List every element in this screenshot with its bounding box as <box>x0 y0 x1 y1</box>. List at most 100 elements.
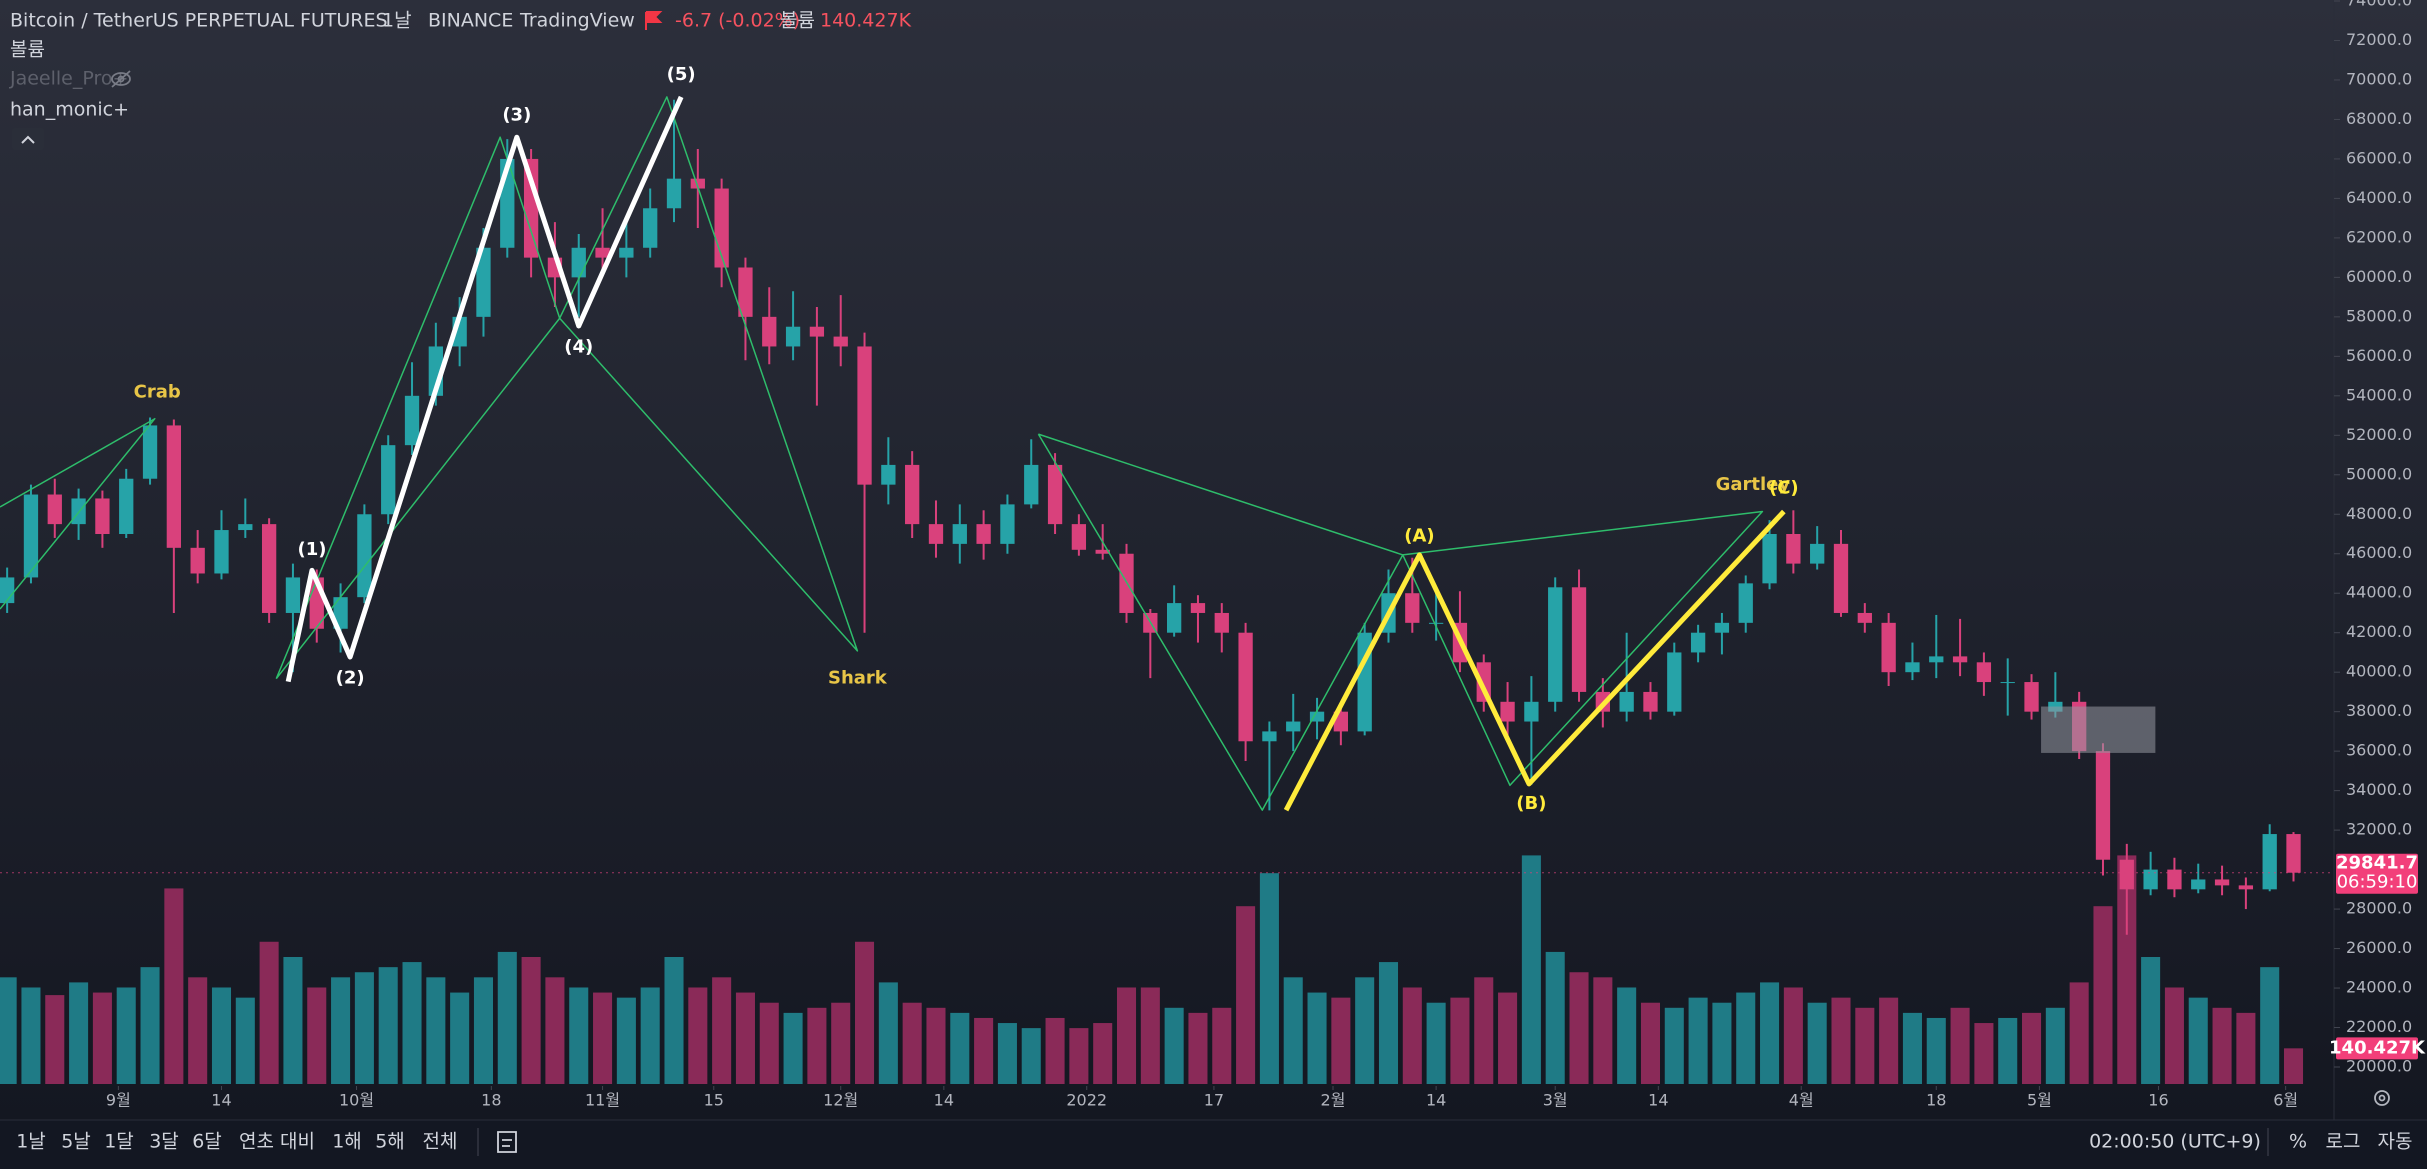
log-toggle[interactable]: 로그 <box>2326 1131 2361 1153</box>
candle-body <box>2286 834 2301 873</box>
y-tick-label: 22000.0 <box>2346 1017 2412 1036</box>
volume-bar <box>92 992 112 1084</box>
volume-bar <box>283 957 303 1084</box>
range-button[interactable]: 3달 <box>149 1131 179 1153</box>
x-tick-label: 11월 <box>585 1091 620 1110</box>
volume-bar <box>616 997 636 1084</box>
indicator-hidden[interactable]: Jaeelle_Pro+ <box>9 68 128 90</box>
range-button[interactable]: 연초 대비 <box>239 1131 315 1153</box>
candle-body <box>1857 612 1872 623</box>
indicator[interactable]: 볼륨 <box>10 39 45 61</box>
annotation: (A) <box>1404 525 1434 546</box>
range-button[interactable]: 1달 <box>104 1131 134 1153</box>
interval[interactable]: 1날 <box>382 10 412 32</box>
candle-body <box>333 597 348 629</box>
y-tick-label: 64000.0 <box>2346 188 2412 207</box>
candle-body <box>2095 751 2111 860</box>
volume-bar <box>1307 992 1327 1084</box>
y-tick-label: 62000.0 <box>2346 227 2412 246</box>
range-button[interactable]: 1해 <box>332 1131 362 1153</box>
volume-bar <box>0 977 17 1084</box>
x-tick-label: 2월 <box>1321 1091 1346 1110</box>
annotation: (B) <box>1516 793 1546 814</box>
candle-body <box>2119 859 2134 890</box>
candle-body <box>762 316 777 347</box>
candle-body <box>1047 464 1063 525</box>
volume-bar <box>950 1012 970 1084</box>
last-price-badge <box>2336 853 2418 894</box>
y-tick-label: 48000.0 <box>2346 504 2412 523</box>
candle-body <box>643 208 658 248</box>
candle-body <box>1024 464 1039 505</box>
range-button[interactable]: 5날 <box>61 1131 91 1153</box>
volume-bar <box>807 1007 827 1084</box>
eye-off-icon[interactable] <box>111 70 131 88</box>
volume-bar <box>1664 1007 1684 1084</box>
candle-body <box>905 464 920 525</box>
candle-body <box>214 530 229 574</box>
volume-bar <box>1021 1028 1041 1084</box>
volume-bar <box>1807 1002 1827 1084</box>
percent-toggle[interactable]: % <box>2289 1131 2307 1153</box>
y-tick-label: 68000.0 <box>2346 109 2412 128</box>
y-tick-label: 74000.0 <box>2346 0 2412 10</box>
volume-bar <box>735 992 755 1084</box>
x-tick-label: 5월 <box>2027 1091 2052 1110</box>
volume-bar <box>545 977 565 1084</box>
y-tick-label: 28000.0 <box>2346 899 2412 918</box>
last-price-label: 29841.7 <box>2336 853 2418 874</box>
candle-body <box>952 524 967 544</box>
indicator[interactable]: han_monic+ <box>10 99 129 121</box>
volume-bar <box>1283 977 1303 1084</box>
range-button[interactable]: 전체 <box>423 1131 458 1153</box>
candle-body <box>1167 603 1182 633</box>
pattern-line <box>1283 509 1786 812</box>
volume-bar <box>2022 1012 2042 1084</box>
collapse-button[interactable] <box>12 128 44 150</box>
volume-bar <box>1617 987 1637 1084</box>
candle-body <box>1881 622 1896 673</box>
volume-bar <box>497 951 517 1084</box>
flag-icon[interactable] <box>645 11 663 30</box>
x-tick-label: 4월 <box>1789 1091 1814 1110</box>
volume-bar <box>1069 1028 1089 1084</box>
range-button[interactable]: 6달 <box>192 1131 222 1153</box>
candle-body <box>1976 662 1992 683</box>
volume-bar <box>902 1002 922 1084</box>
candle-body <box>857 346 872 485</box>
volume-bar <box>473 977 493 1084</box>
annotation: Crab <box>134 381 181 402</box>
y-tick-label: 20000.0 <box>2346 1057 2412 1076</box>
candle-body <box>2191 879 2206 890</box>
volume-bar <box>331 977 351 1084</box>
volume-bar <box>1259 873 1279 1084</box>
candle-body <box>1190 603 1206 613</box>
volume-bar <box>1688 997 1708 1084</box>
pattern-line <box>275 96 859 680</box>
settings-icon[interactable] <box>2374 1090 2390 1106</box>
volume-bar <box>569 987 589 1084</box>
candle-body <box>404 395 420 446</box>
candle-body <box>881 464 896 485</box>
range-button[interactable]: 5해 <box>375 1131 405 1153</box>
candle-body <box>1500 701 1515 722</box>
candle-body <box>1309 711 1325 722</box>
volume-bar <box>1640 1002 1660 1084</box>
candle-body <box>619 247 634 258</box>
range-button[interactable]: 1날 <box>16 1131 46 1153</box>
x-tick-label: 16 <box>2148 1091 2168 1110</box>
volume-bar <box>926 1007 946 1084</box>
x-tick-label: 3월 <box>1543 1091 1568 1110</box>
goto-date-button[interactable] <box>497 1131 517 1153</box>
volume-bar <box>1950 1007 1970 1084</box>
candle-body <box>95 498 110 534</box>
volume-bar <box>378 967 398 1084</box>
y-tick-label: 44000.0 <box>2346 583 2412 602</box>
y-tick-label: 58000.0 <box>2346 306 2412 325</box>
volume-bar <box>1474 977 1494 1084</box>
chart-background <box>0 0 2427 1120</box>
auto-toggle[interactable]: 자동 <box>2378 1131 2413 1153</box>
volume-bar <box>593 992 613 1084</box>
volume-bar <box>2212 1007 2232 1084</box>
